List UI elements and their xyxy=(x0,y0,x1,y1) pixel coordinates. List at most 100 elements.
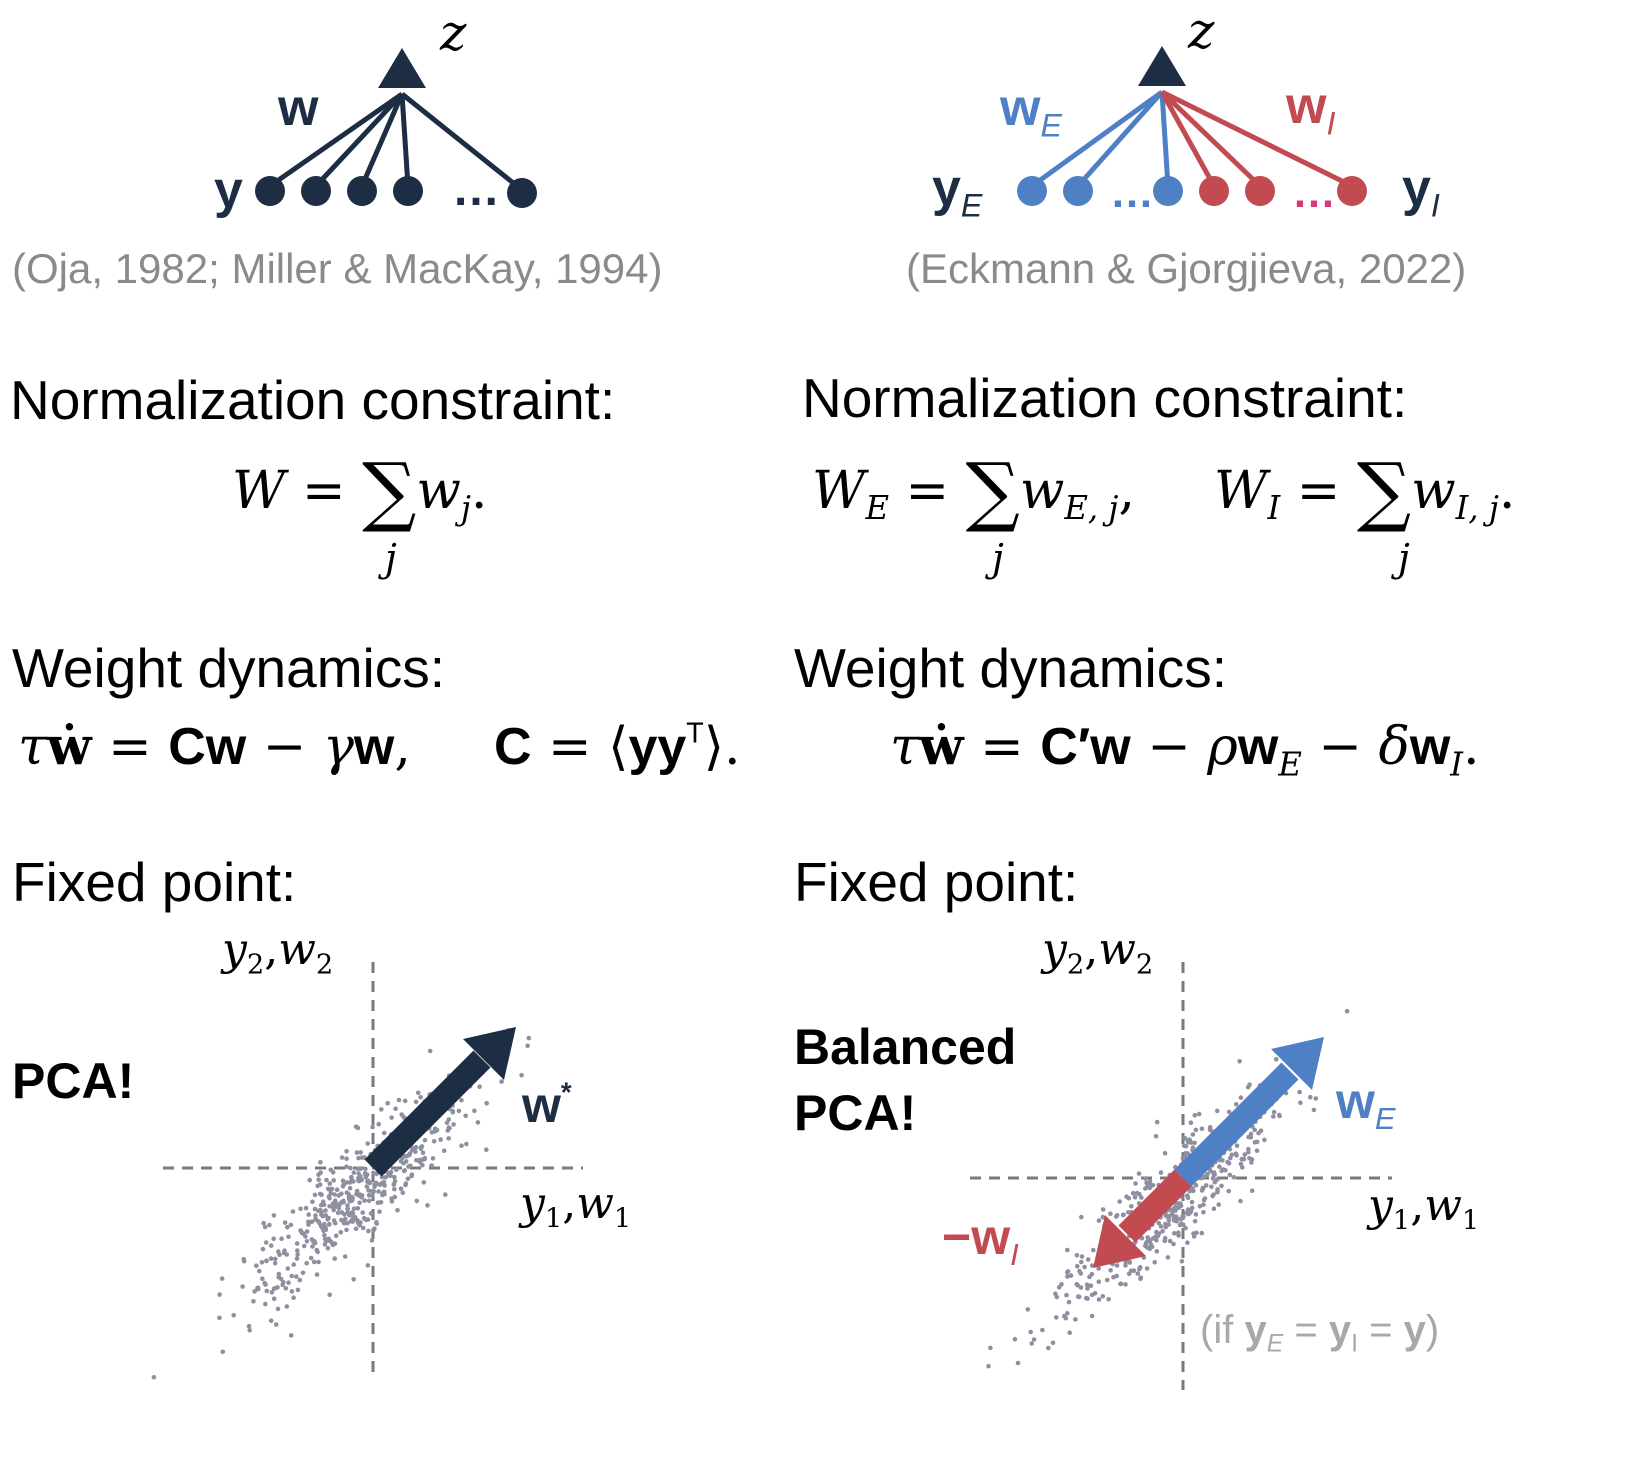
scatter-point xyxy=(1199,1126,1205,1132)
scatter-point xyxy=(446,1136,452,1141)
left-weight-line xyxy=(399,93,411,187)
scatter-point xyxy=(1191,1188,1196,1194)
left-weight-line xyxy=(314,92,404,188)
scatter-point xyxy=(294,1274,299,1279)
scatter-point xyxy=(1082,1264,1087,1270)
axis-sub: 1 xyxy=(613,1203,632,1235)
right-inh-input-neuron xyxy=(1245,176,1275,206)
right-result-line2: PCA! xyxy=(794,1085,917,1141)
scatter-point xyxy=(1183,1225,1188,1231)
delta-symbol: δ xyxy=(1378,717,1410,777)
scatter-point xyxy=(1128,1268,1134,1274)
scatter-point xyxy=(1083,1295,1089,1301)
scatter-point xyxy=(268,1318,274,1323)
term-sub: E, j xyxy=(1064,489,1119,528)
scatter-point xyxy=(392,1174,397,1180)
right-dynamics-equation: τẇ = C′w − ρwE − δwI. xyxy=(890,716,1480,783)
scatter-point xyxy=(284,1304,290,1309)
scatter-point xyxy=(1088,1283,1094,1288)
scatter-point xyxy=(396,1097,402,1103)
scatter-point xyxy=(1134,1190,1140,1196)
scatter-point xyxy=(363,1175,369,1180)
scatter-point xyxy=(345,1206,350,1211)
scatter-point xyxy=(1108,1211,1113,1216)
scatter-point xyxy=(484,1101,490,1106)
scatter-point xyxy=(275,1306,281,1312)
right-constraint-heading: Normalization constraint: xyxy=(802,367,1408,429)
scatter-point xyxy=(1040,1327,1045,1333)
scatter-point xyxy=(1015,1360,1021,1366)
scatter-point xyxy=(1201,1209,1206,1215)
scatter-point xyxy=(289,1289,295,1294)
right-exc-vector-label: wE xyxy=(1336,1072,1396,1137)
scatter-point xyxy=(1197,1203,1203,1209)
scatter-point xyxy=(1059,1282,1064,1287)
equals-sign: = xyxy=(108,717,152,777)
scatter-point xyxy=(1077,1268,1082,1274)
right-scatter-plot xyxy=(970,962,1392,1390)
axis-sub: 2 xyxy=(315,949,334,981)
scatter-point xyxy=(1226,1109,1232,1115)
scatter-point xyxy=(253,1263,259,1268)
scatter-point xyxy=(304,1260,310,1266)
scatter-point xyxy=(1188,1120,1194,1125)
scatter-point xyxy=(313,1213,318,1218)
left-dynamics-heading: Weight dynamics: xyxy=(12,637,446,699)
scatter-point xyxy=(398,1159,404,1164)
scatter-point xyxy=(1182,1136,1188,1141)
scatter-point xyxy=(1139,1195,1144,1200)
scatter-point xyxy=(1187,1188,1193,1194)
scatter-point xyxy=(1160,1228,1165,1234)
i-sub: I xyxy=(1450,745,1463,784)
scatter-point xyxy=(344,1227,349,1233)
scatter-point xyxy=(1100,1214,1106,1220)
scatter-point xyxy=(1225,1159,1230,1165)
scatter-point xyxy=(441,1148,447,1153)
vector-star: * xyxy=(560,1076,572,1108)
scatter-point xyxy=(338,1230,344,1235)
right-inh-vector-label: −wI xyxy=(942,1208,1019,1273)
scatter-point xyxy=(463,1113,469,1119)
scatter-point xyxy=(385,1170,391,1176)
scatter-point xyxy=(1171,1241,1176,1247)
scatter-point xyxy=(333,1220,338,1226)
scatter-point xyxy=(1208,1168,1213,1174)
scatter-point xyxy=(413,1099,419,1105)
left-result-label: PCA! xyxy=(12,1053,135,1109)
scatter-point xyxy=(1188,1140,1194,1145)
scatter-point xyxy=(1067,1330,1072,1335)
minus-sign: − xyxy=(1147,717,1191,777)
scatter-point xyxy=(332,1192,337,1197)
scatter-point xyxy=(365,1141,371,1146)
scatter-point xyxy=(319,1192,324,1197)
scatter-point xyxy=(323,1208,328,1213)
scatter-point xyxy=(1068,1273,1074,1278)
scatter-point xyxy=(339,1155,345,1160)
scatter-point xyxy=(1176,1205,1181,1211)
scatter-point xyxy=(475,1120,481,1125)
scatter-point xyxy=(389,1199,395,1204)
scatter-point xyxy=(446,1125,452,1130)
scatter-point xyxy=(340,1218,346,1224)
scatter-point xyxy=(1211,1192,1216,1197)
right-constraint-equation: WE = ∑wE, j, WI = ∑wI, j. xyxy=(812,446,1515,535)
e-sub: E xyxy=(960,187,983,224)
scatter-point xyxy=(280,1282,286,1288)
scatter-point xyxy=(1085,1286,1090,1291)
scatter-point xyxy=(350,1219,356,1224)
y-letter: y xyxy=(1402,159,1431,217)
scatter-point xyxy=(314,1272,320,1277)
scatter-point xyxy=(358,1166,364,1171)
scatter-point xyxy=(1153,1234,1158,1239)
scatter-point xyxy=(298,1228,303,1233)
equals-sign: = xyxy=(1296,460,1341,521)
scatter-point xyxy=(376,1121,382,1127)
scatter-point xyxy=(355,1206,361,1211)
scatter-point xyxy=(1248,1135,1254,1140)
sum-symbol: ∑ xyxy=(965,446,1020,535)
scatter-point xyxy=(312,1206,318,1212)
scatter-point xyxy=(393,1106,398,1111)
right-exc-input-neuron xyxy=(1063,176,1093,206)
scatter-point xyxy=(344,1164,349,1169)
scatter-point xyxy=(422,1137,428,1143)
